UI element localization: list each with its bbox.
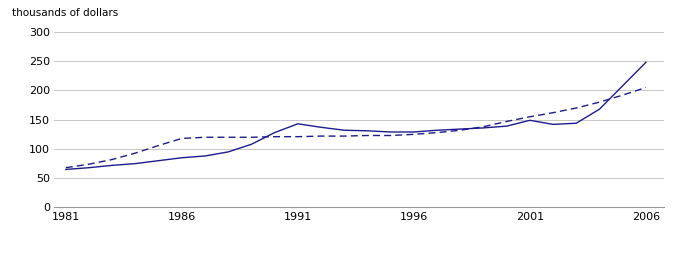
- Fundamental: [618, 94, 626, 97]
- Actual: [178, 156, 186, 159]
- Fundamental: [386, 134, 395, 137]
- Actual: [271, 131, 279, 134]
- Actual: [549, 123, 557, 126]
- Fundamental: [595, 101, 603, 104]
- Actual: [479, 126, 487, 130]
- Fundamental: [224, 136, 233, 139]
- Fundamental: [132, 151, 140, 155]
- Fundamental: [155, 144, 163, 147]
- Line: Fundamental: Fundamental: [66, 88, 646, 168]
- Actual: [526, 119, 534, 122]
- Fundamental: [85, 163, 93, 166]
- Fundamental: [479, 125, 487, 128]
- Actual: [642, 61, 650, 64]
- Fundamental: [108, 158, 117, 161]
- Text: thousands of dollars: thousands of dollars: [12, 8, 118, 18]
- Fundamental: [247, 136, 256, 139]
- Actual: [363, 129, 372, 132]
- Actual: [294, 122, 302, 125]
- Fundamental: [201, 136, 209, 139]
- Fundamental: [502, 120, 511, 123]
- Fundamental: [642, 86, 650, 89]
- Fundamental: [271, 135, 279, 138]
- Actual: [317, 126, 325, 129]
- Fundamental: [178, 137, 186, 140]
- Actual: [340, 129, 348, 132]
- Actual: [502, 124, 511, 128]
- Line: Actual: Actual: [66, 62, 646, 169]
- Actual: [62, 168, 70, 171]
- Fundamental: [549, 111, 557, 114]
- Actual: [386, 130, 395, 134]
- Fundamental: [526, 115, 534, 118]
- Actual: [201, 154, 209, 157]
- Fundamental: [410, 133, 418, 136]
- Actual: [155, 159, 163, 162]
- Fundamental: [62, 166, 70, 169]
- Actual: [108, 164, 117, 167]
- Fundamental: [317, 135, 325, 138]
- Actual: [410, 130, 418, 134]
- Actual: [456, 127, 464, 131]
- Fundamental: [363, 134, 372, 137]
- Fundamental: [340, 135, 348, 138]
- Actual: [85, 166, 93, 169]
- Fundamental: [456, 129, 464, 132]
- Actual: [224, 150, 233, 153]
- Fundamental: [433, 131, 441, 134]
- Actual: [132, 162, 140, 165]
- Fundamental: [294, 135, 302, 138]
- Fundamental: [572, 106, 580, 110]
- Actual: [595, 107, 603, 111]
- Actual: [572, 122, 580, 125]
- Actual: [433, 129, 441, 132]
- Actual: [247, 143, 256, 146]
- Actual: [618, 84, 626, 87]
